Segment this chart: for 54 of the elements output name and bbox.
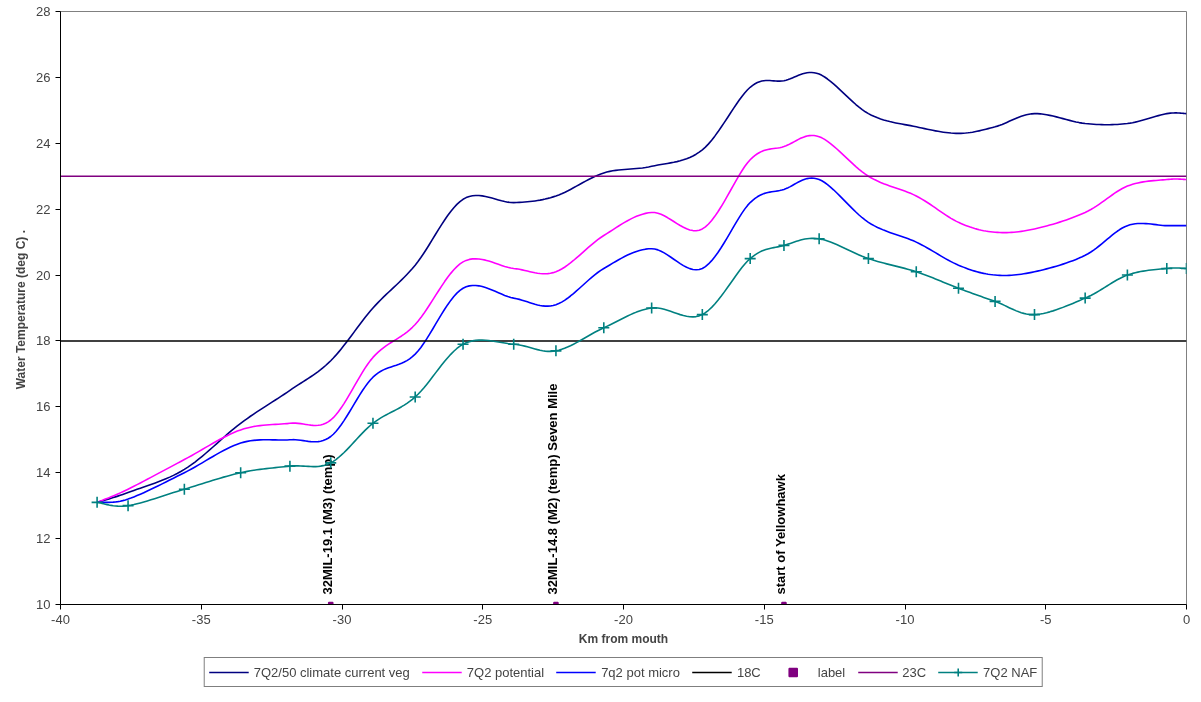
legend-label: 7Q2/50 climate current veg [253, 664, 410, 680]
y-tick-label: 14 [36, 465, 51, 481]
x-tick-label: -10 [895, 611, 915, 627]
y-tick-label: 20 [36, 267, 51, 283]
y-tick-label: 18 [36, 333, 51, 349]
x-tick-label: -20 [614, 611, 633, 627]
y-tick-label: 12 [36, 531, 51, 547]
x-tick-label: 0 [1182, 611, 1191, 627]
point [1121, 268, 1134, 282]
y-tick-label: 10 [36, 597, 51, 612]
y-tick-label: 24 [36, 135, 51, 151]
data-label: 32MIL-14.8 (M2) (temp) Seven Mile [545, 383, 561, 595]
legend-label: 23C [902, 664, 927, 680]
data-label: start of Yellowhawk [773, 473, 789, 595]
x-tick-label: -35 [191, 611, 211, 627]
point [366, 417, 380, 430]
x-axis-title: Km from mouth [578, 631, 669, 646]
x-tick-label: -25 [473, 611, 493, 627]
x-tick-label: -30 [332, 611, 352, 627]
point [743, 252, 757, 265]
y-tick-label: 22 [36, 201, 51, 217]
point [645, 301, 658, 315]
x-tick-label: -40 [51, 611, 70, 627]
point [1160, 262, 1174, 275]
x-tick-label: -5 [1039, 611, 1052, 627]
point [507, 337, 521, 351]
point [597, 321, 611, 335]
point [121, 499, 135, 512]
legend-label: label [817, 664, 846, 680]
point [952, 281, 965, 295]
point [1078, 291, 1092, 305]
point [234, 466, 247, 480]
point [549, 344, 563, 358]
legend-label: 7Q2 potential [466, 664, 545, 680]
legend-label: 18C [736, 664, 761, 680]
point [909, 265, 923, 279]
point [178, 482, 191, 496]
point [456, 337, 470, 351]
y-tick-label: 16 [36, 399, 51, 415]
y-tick-label: 28 [36, 4, 51, 19]
point [988, 295, 1002, 308]
x-tick-label: -15 [754, 611, 774, 627]
y-axis-title: Water Temperature (deg C) . [14, 229, 29, 390]
legend-label: 7Q2 NAF [983, 664, 1038, 680]
point [1028, 308, 1041, 321]
point [408, 390, 422, 404]
point [862, 252, 875, 265]
point [90, 496, 104, 509]
point [777, 239, 791, 252]
point [283, 459, 297, 473]
y-tick-label: 26 [36, 69, 51, 85]
point [696, 308, 709, 321]
point [812, 232, 826, 246]
legend-label: 7q2 pot micro [601, 664, 680, 680]
